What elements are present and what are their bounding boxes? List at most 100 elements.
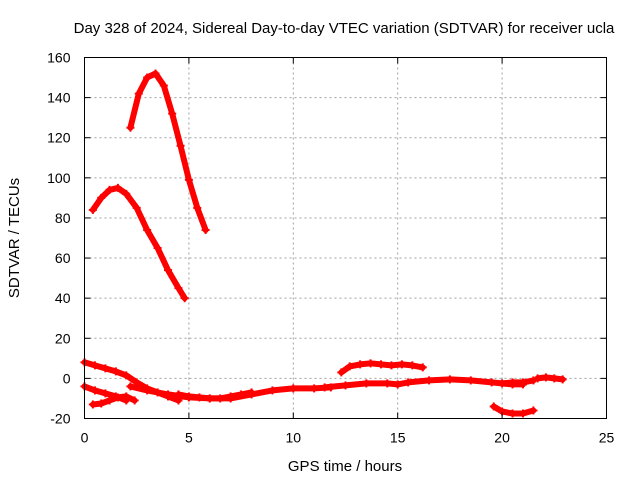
- data-point: [508, 378, 517, 387]
- x-tick-label: 25: [599, 430, 615, 446]
- data-point: [193, 203, 202, 212]
- x-tick-label: 0: [81, 430, 89, 446]
- series-track-11: [499, 377, 537, 387]
- data-point: [356, 360, 365, 369]
- data-point: [159, 81, 168, 90]
- data-point: [289, 384, 298, 393]
- data-point: [558, 375, 567, 384]
- data-point: [226, 392, 235, 401]
- data-point: [90, 386, 99, 395]
- data-point: [122, 189, 131, 198]
- data-point: [97, 399, 106, 408]
- data-point: [126, 382, 135, 391]
- data-point: [122, 392, 131, 401]
- y-tick-label: 0: [63, 370, 71, 386]
- data-point: [445, 375, 454, 384]
- data-point: [310, 384, 319, 393]
- data-series: [80, 69, 567, 418]
- data-point: [88, 205, 97, 214]
- data-point: [425, 376, 434, 385]
- data-point: [320, 383, 329, 392]
- x-tick-label: 10: [286, 430, 302, 446]
- data-point: [533, 374, 542, 383]
- data-point: [408, 361, 417, 370]
- data-point: [184, 392, 193, 401]
- chart-title: Day 328 of 2024, Sidereal Day-to-day VTE…: [74, 20, 615, 37]
- series-track-1: [127, 70, 209, 233]
- data-point: [247, 388, 256, 397]
- data-point: [550, 374, 559, 383]
- data-point: [126, 123, 135, 132]
- x-axis-label: GPS time / hours: [288, 458, 402, 475]
- data-point: [376, 360, 385, 369]
- x-tick-label: 5: [185, 430, 193, 446]
- data-point: [418, 363, 427, 372]
- data-point: [366, 359, 375, 368]
- data-point: [113, 183, 122, 192]
- data-point: [105, 185, 114, 194]
- data-point: [541, 373, 550, 382]
- y-axis-label: SDTVAR / TECUs: [6, 178, 23, 298]
- data-point: [489, 402, 498, 411]
- y-tick-label: 60: [55, 250, 71, 266]
- data-point: [268, 386, 277, 395]
- data-point: [113, 393, 122, 402]
- data-point: [205, 394, 214, 403]
- data-point: [122, 371, 131, 380]
- data-point: [237, 390, 246, 399]
- grid-lines: [84, 57, 607, 419]
- y-tick-label: 100: [47, 170, 71, 186]
- data-point: [487, 378, 496, 387]
- y-tick-label: 160: [47, 50, 71, 66]
- data-point: [105, 396, 114, 405]
- y-tick-label: -20: [50, 411, 70, 427]
- data-point: [153, 244, 162, 253]
- data-point: [132, 203, 141, 212]
- data-point: [134, 89, 143, 98]
- data-point: [529, 406, 538, 415]
- data-point: [174, 390, 183, 399]
- data-point: [397, 360, 406, 369]
- data-point: [151, 69, 160, 78]
- data-point: [362, 379, 371, 388]
- data-point: [111, 367, 120, 376]
- data-point: [97, 193, 106, 202]
- data-point: [195, 393, 204, 402]
- data-point: [88, 400, 97, 409]
- data-point: [164, 266, 173, 275]
- data-point: [498, 379, 507, 388]
- data-point: [201, 225, 210, 234]
- data-point: [168, 109, 177, 118]
- data-point: [383, 379, 392, 388]
- data-point: [101, 364, 110, 373]
- data-point: [143, 73, 152, 82]
- data-point: [184, 175, 193, 184]
- data-point: [174, 284, 183, 293]
- y-tick-label: 140: [47, 90, 71, 106]
- data-point: [393, 380, 402, 389]
- y-tick-label: 40: [55, 290, 71, 306]
- data-point: [143, 386, 152, 395]
- series-track-2: [89, 184, 188, 302]
- axis-ticks: 0 5 10 15 20 25 -20 0 20 40 60 80 100 120 140 160: [47, 50, 614, 446]
- y-tick-label: 80: [55, 210, 71, 226]
- data-point: [101, 389, 110, 398]
- data-point: [466, 376, 475, 385]
- data-point: [387, 361, 396, 370]
- data-point: [143, 225, 152, 234]
- y-tick-label: 120: [47, 130, 71, 146]
- data-point: [176, 141, 185, 150]
- data-point: [518, 378, 527, 387]
- data-point: [341, 381, 350, 390]
- data-point: [518, 409, 527, 418]
- y-tick-label: 20: [55, 330, 71, 346]
- data-point: [130, 396, 139, 405]
- plot-frame: [84, 57, 607, 419]
- series-track-12: [534, 374, 566, 383]
- x-tick-label: 20: [494, 430, 510, 446]
- data-point: [337, 368, 346, 377]
- data-point: [345, 362, 354, 371]
- data-point: [180, 294, 189, 303]
- data-point: [90, 361, 99, 370]
